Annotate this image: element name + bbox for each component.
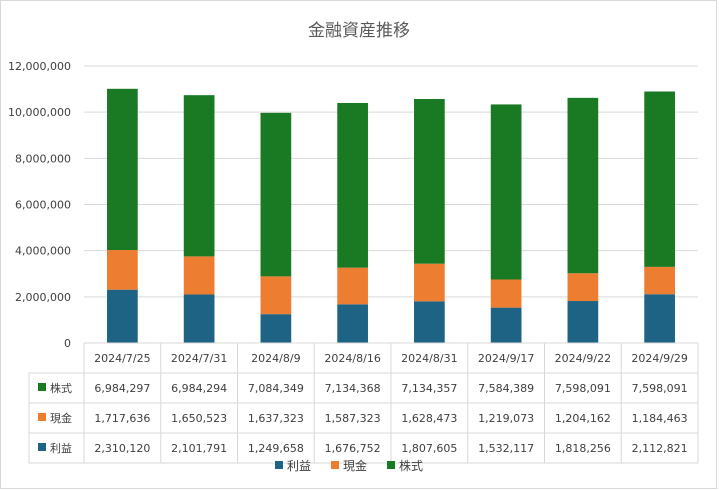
data-label: 1,532,117 — [478, 442, 534, 455]
data-label: 1,628,473 — [401, 412, 457, 425]
legend-swatch — [387, 461, 395, 469]
bars — [107, 88, 675, 343]
data-label: 7,598,091 — [632, 382, 688, 395]
y-tick-label: 6,000,000 — [15, 199, 71, 212]
x-tick-label: 2024/8/16 — [324, 352, 380, 365]
data-label: 6,984,294 — [171, 382, 227, 395]
x-tick-label: 2024/9/17 — [478, 352, 534, 365]
bar-segment — [490, 279, 522, 308]
table-legend-swatch — [38, 383, 46, 391]
table-series-name: 利益 — [50, 441, 72, 455]
y-tick-label: 0 — [64, 337, 71, 350]
y-tick-label: 8,000,000 — [15, 152, 71, 165]
x-tick-label: 2024/9/22 — [555, 352, 611, 365]
bar-segment — [260, 314, 292, 343]
data-label: 1,807,605 — [401, 442, 457, 455]
bar-segment — [183, 294, 215, 343]
x-tick-label: 2024/7/25 — [94, 352, 150, 365]
data-label: 2,310,120 — [94, 442, 150, 455]
x-tick-label: 2024/7/31 — [171, 352, 227, 365]
x-tick-label: 2024/9/29 — [631, 352, 687, 365]
data-table: 2024/7/25 2024/7/31 2024/8/9 2024/8/16 2024/… — [28, 342, 699, 464]
bar-segment — [337, 267, 368, 305]
table-series-name: 現金 — [50, 411, 72, 425]
data-label: 1,637,323 — [248, 412, 304, 425]
y-tick-label: 12,000,000 — [8, 60, 71, 73]
data-label: 7,134,368 — [325, 382, 381, 395]
bar-segment — [183, 256, 215, 295]
bar-segment — [260, 112, 292, 277]
bar-segment — [107, 88, 138, 251]
legend-swatch — [275, 461, 283, 469]
data-label: 7,584,389 — [478, 382, 534, 395]
data-label: 1,676,752 — [325, 442, 381, 455]
chart-title: 金融資産推移 — [308, 21, 410, 41]
data-label: 6,984,297 — [94, 382, 150, 395]
x-tick-label: 2024/8/31 — [401, 352, 457, 365]
bar-segment — [490, 104, 522, 280]
data-label: 2,101,791 — [171, 442, 227, 455]
data-label: 1,184,463 — [632, 412, 688, 425]
y-tick-label: 4,000,000 — [15, 245, 71, 258]
y-tick-label: 2,000,000 — [15, 291, 71, 304]
bar-segment — [107, 289, 138, 343]
x-tick-label: 2024/8/9 — [251, 352, 300, 365]
data-label: 2,112,821 — [632, 442, 688, 455]
table-series-name: 株式 — [50, 381, 72, 395]
legend-swatch — [331, 461, 339, 469]
bar-segment — [337, 102, 368, 268]
data-label: 7,084,349 — [248, 382, 304, 395]
y-tick-label: 10,000,000 — [8, 106, 71, 119]
data-label: 1,587,323 — [325, 412, 381, 425]
data-label: 1,249,658 — [248, 442, 304, 455]
bar-segment — [490, 307, 522, 343]
data-label: 7,134,357 — [401, 382, 457, 395]
data-label: 1,818,256 — [555, 442, 611, 455]
data-label: 1,204,162 — [555, 412, 611, 425]
legend: 利益 現金 株式 — [275, 458, 423, 473]
bar-segment — [567, 273, 599, 302]
legend-entry: 利益 — [287, 459, 311, 473]
bar-segment — [337, 304, 368, 343]
bar-segment — [567, 97, 599, 274]
bar-segment — [414, 301, 445, 343]
data-label: 1,219,073 — [478, 412, 534, 425]
bar-segment — [183, 95, 215, 257]
data-label: 1,717,636 — [94, 412, 150, 425]
table-legend-swatch — [38, 413, 46, 421]
legend-entry: 株式 — [399, 458, 423, 473]
y-axis: 0 2,000,000 4,000,000 6,000,000 8,000,000 10,… — [8, 60, 71, 350]
table-legend-swatch — [38, 443, 46, 451]
bar-segment — [414, 98, 445, 264]
bar-segment — [644, 294, 675, 343]
bar-segment — [107, 250, 138, 290]
bar-segment — [567, 301, 599, 343]
bar-segment — [644, 91, 675, 267]
bar-segment — [260, 276, 292, 315]
bar-segment — [414, 263, 445, 302]
data-label: 7,598,091 — [555, 382, 611, 395]
bar-segment — [644, 266, 675, 295]
legend-entry: 現金 — [343, 458, 367, 473]
data-label: 1,650,523 — [171, 412, 227, 425]
